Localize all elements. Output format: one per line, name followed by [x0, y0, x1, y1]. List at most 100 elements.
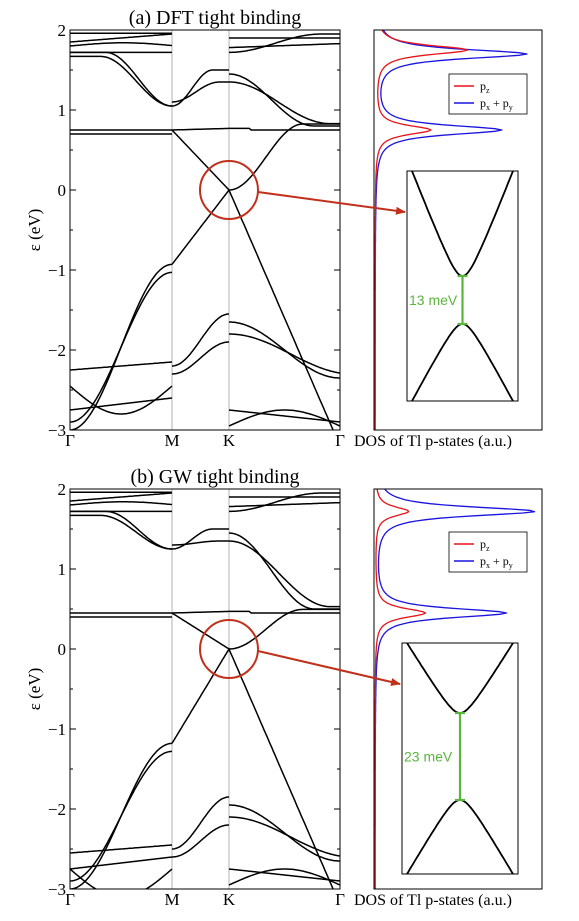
x-tick-label: K	[223, 890, 236, 909]
band-flat	[172, 127, 229, 131]
dos-plot-frame	[373, 29, 543, 431]
x-tick-label: Γ	[335, 890, 345, 909]
band-dip-upper	[172, 540, 229, 546]
band-dip-upper	[172, 528, 229, 550]
band-bottom-right	[228, 868, 340, 886]
band-flat	[172, 610, 229, 614]
band-dip-right	[229, 81, 340, 125]
x-tick-label: Γ	[335, 431, 345, 450]
y-tick-label: −2	[48, 800, 66, 819]
band-deep-right	[229, 816, 340, 857]
y-axis-label: ε (eV)	[25, 668, 44, 711]
band-deep	[70, 361, 173, 371]
band-deep-right	[229, 321, 340, 379]
band-deep-right	[229, 804, 340, 862]
band-lines	[70, 32, 340, 430]
y-tick-label: −3	[48, 880, 66, 899]
panel-title: (b) GW tight binding	[130, 466, 299, 488]
band-deep-mk	[172, 341, 229, 375]
panel-title: (a) DFT tight binding	[129, 7, 301, 29]
band-lower-gm	[70, 271, 173, 423]
zoom-circle	[199, 160, 259, 220]
band-cone-left-up	[171, 129, 230, 191]
band-deep	[70, 868, 173, 889]
x-tick-label: M	[164, 890, 179, 909]
legend-box	[448, 531, 528, 573]
x-tick-label: M	[164, 431, 179, 450]
x-tick-label: K	[223, 431, 236, 450]
zoom-arrow	[257, 650, 401, 686]
band-dip-right	[228, 532, 340, 610]
band-cone-left-down	[171, 648, 230, 744]
y-axis-label: ε (eV)	[25, 209, 44, 252]
band-top-right	[228, 501, 340, 508]
dos-x-axis-label: DOS of Tl p-states (a.u.)	[354, 433, 512, 450]
band-dip-right	[228, 73, 340, 127]
gap-label: 13 meV	[409, 292, 458, 308]
band-bottom-right	[228, 868, 340, 882]
zoom-circle	[199, 619, 259, 679]
band-deep	[70, 856, 173, 870]
band-cone-left-up	[171, 612, 230, 650]
y-tick-label: −3	[48, 421, 66, 440]
y-tick-label: −1	[48, 261, 66, 280]
band-cone-right-down	[228, 648, 334, 889]
band-flat-k	[229, 127, 340, 131]
y-tick-label: 0	[58, 181, 67, 200]
legend-label-pz: pz	[480, 537, 490, 553]
band-cone-left-down	[171, 189, 230, 265]
y-tick-label: −2	[48, 341, 66, 360]
legend-box	[448, 73, 528, 115]
band-top	[70, 492, 173, 502]
y-tick-label: 1	[58, 101, 67, 120]
x-tick-label: Γ	[65, 431, 75, 450]
dos-x-axis-label: DOS of Tl p-states (a.u.)	[354, 892, 512, 909]
band-deep	[70, 844, 173, 854]
band-upper	[70, 42, 173, 47]
band-cone-right-down	[228, 189, 334, 430]
y-tick-label: −1	[48, 720, 66, 739]
band-top-right	[228, 42, 340, 49]
band-deep-right	[229, 333, 340, 374]
y-tick-label: 1	[58, 560, 67, 579]
band-flat-k	[229, 610, 340, 614]
band-deep	[70, 397, 173, 411]
band-upper-right	[229, 33, 340, 54]
band-upper	[70, 501, 173, 506]
band-cone-right-up	[228, 608, 340, 650]
band-dip-upper	[70, 51, 173, 107]
gap-inset: 13 meV	[406, 170, 519, 402]
band-dip-upper	[70, 510, 173, 550]
gap-label: 23 meV	[404, 749, 453, 765]
band-bottom-right	[228, 409, 340, 427]
x-tick-label: Γ	[65, 890, 75, 909]
dos-curve-pz	[374, 488, 427, 889]
dos-curve-pz	[374, 29, 469, 430]
legend-label-pxy: px + py	[480, 554, 513, 570]
band-panel-a: 2 1 0 −1 −2 −3 ε (eV) Γ M K Γ (a) DFT tight binding…	[25, 7, 543, 450]
band-deep-mk	[172, 313, 229, 367]
dos-plot-frame	[373, 488, 543, 890]
band-dip-upper	[172, 81, 229, 103]
gap-inset: 23 meV	[401, 642, 519, 875]
band-lower-gm	[70, 750, 173, 882]
y-tick-label: 2	[58, 480, 67, 499]
y-tick-label: 2	[58, 21, 67, 40]
band-lines	[70, 491, 340, 889]
band-top	[70, 33, 173, 43]
legend-label-pz: pz	[480, 79, 490, 95]
band-upper-right	[229, 492, 340, 513]
band-dip-upper	[172, 69, 229, 107]
band-bottom-right	[228, 409, 340, 423]
y-tick-label: 0	[58, 640, 67, 659]
band-dip-upper	[70, 514, 172, 550]
band-dip-right	[228, 540, 340, 608]
band-panel-b: 2 1 0 −1 −2 −3 ε (eV) Γ M K Γ (b) GW tight binding D…	[25, 466, 543, 909]
band-deep-mk	[172, 824, 229, 858]
band-dip-upper	[70, 55, 173, 107]
band-cone-right-up	[228, 123, 340, 191]
